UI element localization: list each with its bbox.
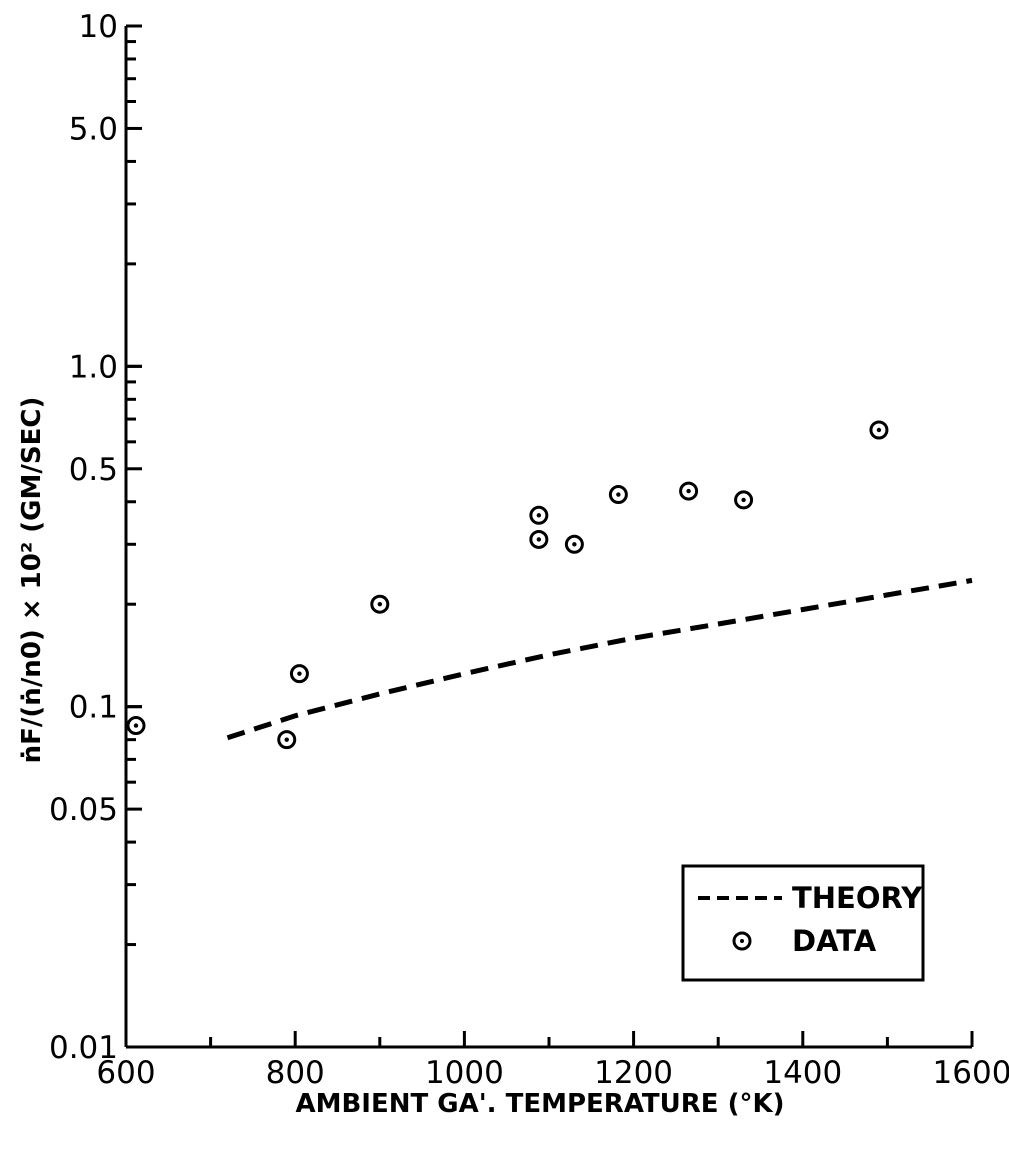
data-point-center xyxy=(297,671,302,676)
x-tick-label: 600 xyxy=(96,1055,155,1091)
data-point-center xyxy=(876,427,882,433)
data-point-center xyxy=(536,537,542,542)
x-tick-label: 1600 xyxy=(933,1055,1009,1091)
data-point-center xyxy=(741,497,746,503)
data-point-center xyxy=(572,542,577,547)
data-point-center xyxy=(616,492,621,497)
x-axis-title: AMBIENT GA'. TEMPERATURE (°K) xyxy=(295,1089,784,1119)
legend: THEORY DATA xyxy=(681,864,925,982)
y-tick-label: 5.0 xyxy=(69,111,118,147)
tick-marks xyxy=(124,24,974,1049)
data-point-center xyxy=(284,737,289,742)
legend-theory-label: THEORY xyxy=(792,881,923,915)
theory-line xyxy=(226,577,973,741)
tick-labels: 0.01 0.05 0.1 0.5 1.0 5.0 10 600 800 1000 1200 1400… xyxy=(49,9,1009,1091)
x-tick-label: 1400 xyxy=(763,1055,842,1091)
data-point-center xyxy=(133,723,139,728)
legend-data-marker xyxy=(732,931,752,951)
x-tick-label: 800 xyxy=(266,1055,325,1091)
x-tick-label: 1200 xyxy=(594,1055,673,1091)
y-tick-label: 0.5 xyxy=(69,452,118,488)
y-tick-label: 0.05 xyxy=(49,792,118,828)
data-series xyxy=(126,420,889,750)
legend-data-label: DATA xyxy=(792,924,877,958)
y-axis-title: ṅF/(ṅ/n0) × 10² (GM/SEC) xyxy=(17,397,47,764)
theory-series xyxy=(226,577,973,741)
y-tick-label: 0.01 xyxy=(49,1030,118,1066)
data-point-center xyxy=(536,513,542,518)
y-tick-label: 10 xyxy=(79,9,118,45)
data-point-center xyxy=(686,488,691,494)
legend-data-marker-dot xyxy=(740,939,744,943)
legend-box xyxy=(681,864,925,982)
y-tick-label: 1.0 xyxy=(69,349,118,385)
data-point-center xyxy=(377,602,382,607)
y-tick-label: 0.1 xyxy=(69,690,118,726)
x-tick-label: 1000 xyxy=(425,1055,504,1091)
